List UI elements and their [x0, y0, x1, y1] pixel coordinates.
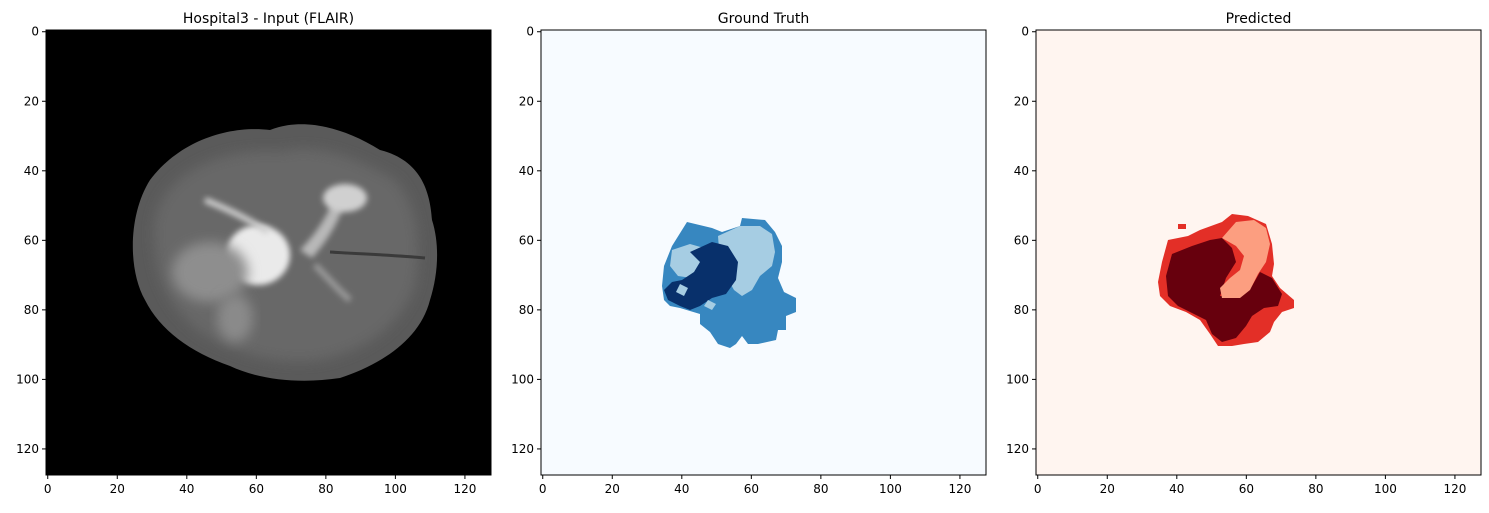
y-tick-label: 120 [511, 442, 534, 456]
y-tick-label: 100 [1006, 372, 1029, 386]
panel-input: Hospital3 - Input (FLAIR) 0 20 40 60 80 100 12… [16, 11, 492, 496]
axes-frame [540, 29, 987, 476]
x-tick-label: 100 [879, 482, 902, 496]
x-tick-label: 20 [605, 482, 620, 496]
x-tick-label: 40 [1169, 482, 1184, 496]
ventricle-tail [312, 262, 352, 303]
y-tick-label: 20 [24, 94, 39, 108]
lesion-lower [217, 294, 253, 342]
x-tick-label: 60 [249, 482, 264, 496]
y-tick-label: 0 [526, 25, 534, 39]
x-tick-label: 120 [948, 482, 971, 496]
x-tick-label: 80 [318, 482, 333, 496]
x-tick-label: 120 [453, 482, 476, 496]
y-tick-label: 60 [519, 233, 534, 247]
axes-frame [45, 29, 492, 476]
pred-enhancing [1220, 220, 1270, 298]
y-tick-label: 40 [1014, 164, 1029, 178]
x-tick-label: 100 [384, 482, 407, 496]
y-tick-label: 100 [16, 372, 39, 386]
y-tick-label: 80 [1014, 303, 1029, 317]
x-tick-label: 0 [44, 482, 52, 496]
x-tick-label: 20 [110, 482, 125, 496]
y-tick-label: 60 [1014, 233, 1029, 247]
panel-predicted: Predicted 0 20 40 60 80 100 120 0 20 40 60 80 100 120 [1006, 11, 1482, 496]
pred-speck [1178, 224, 1186, 229]
flair-brain-image [132, 124, 438, 381]
gt-necrotic-holes [676, 284, 716, 310]
y-tick-label: 20 [519, 94, 534, 108]
x-tick-label: 40 [179, 482, 194, 496]
panel-title-predicted: Predicted [1226, 11, 1292, 27]
x-tick-label: 80 [813, 482, 828, 496]
axes-frame [1035, 29, 1482, 476]
panel-ground-truth: Ground Truth 0 20 40 60 80 100 120 0 20 40 60 80 100… [511, 11, 987, 496]
y-tick-label: 80 [24, 303, 39, 317]
x-tick-label: 80 [1308, 482, 1323, 496]
pred-necrotic [1166, 238, 1282, 342]
x-tick-label: 60 [1239, 482, 1254, 496]
y-tick-label: 0 [31, 25, 39, 39]
y-tick-label: 120 [16, 442, 39, 456]
x-tick-label: 0 [539, 482, 547, 496]
panel-title-ground-truth: Ground Truth [718, 11, 809, 27]
y-tick-label: 0 [1021, 25, 1029, 39]
y-tick-label: 100 [511, 372, 534, 386]
y-tick-label: 80 [519, 303, 534, 317]
panel-title-input: Hospital3 - Input (FLAIR) [183, 11, 354, 27]
lesion-region [172, 242, 248, 302]
y-tick-label: 40 [519, 164, 534, 178]
x-tick-label: 0 [1034, 482, 1042, 496]
y-tick-label: 60 [24, 233, 39, 247]
x-tick-label: 40 [674, 482, 689, 496]
ventricle-top [323, 184, 367, 212]
midline-fissure [329, 250, 426, 260]
x-tick-label: 20 [1100, 482, 1115, 496]
x-tick-label: 100 [1374, 482, 1397, 496]
x-tick-label: 120 [1443, 482, 1466, 496]
x-tick-label: 60 [744, 482, 759, 496]
y-tick-label: 120 [1006, 442, 1029, 456]
y-tick-label: 20 [1014, 94, 1029, 108]
septum-line [203, 197, 270, 235]
ventricle-band [300, 195, 345, 258]
y-tick-label: 40 [24, 164, 39, 178]
